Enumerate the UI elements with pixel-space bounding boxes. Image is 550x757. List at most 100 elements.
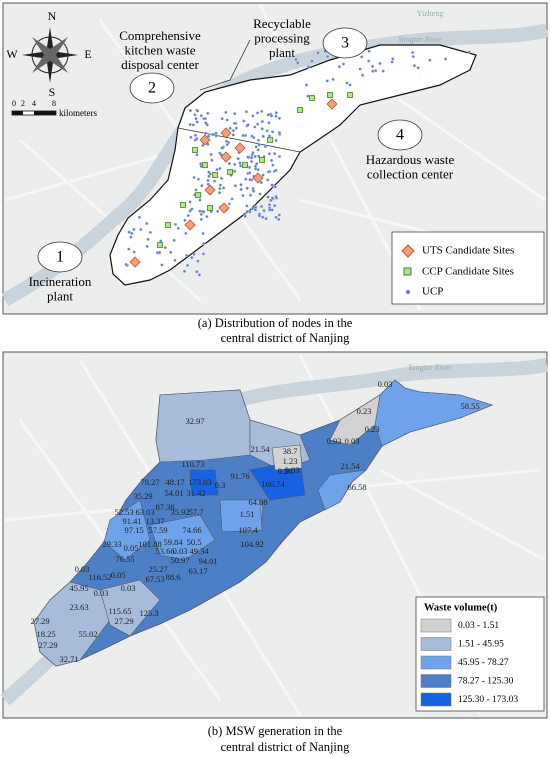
ucp-point	[197, 273, 201, 277]
ucp-point	[253, 208, 257, 212]
ucp-point	[257, 143, 261, 147]
district-boundary	[199, 39, 251, 91]
ucp-point	[225, 143, 229, 147]
uts-site	[218, 202, 230, 214]
ucp-point	[250, 159, 254, 164]
ucp-point	[127, 230, 131, 234]
ucp-point	[262, 209, 266, 213]
ucp-point	[211, 132, 215, 137]
ccp-site	[207, 205, 213, 211]
district-value: 166.74	[261, 479, 285, 489]
district-value: 110.73	[181, 459, 204, 469]
ccp-site	[195, 192, 201, 198]
ucp-point	[189, 135, 193, 139]
uts-site	[129, 256, 141, 268]
facility-label: plant	[269, 45, 295, 60]
ucp-point	[316, 51, 320, 55]
ucp-point	[218, 191, 222, 195]
ucp-point	[271, 130, 275, 134]
facility-marker	[129, 72, 175, 104]
legend-uts	[401, 244, 415, 258]
district	[103, 499, 151, 561]
uts-site	[184, 219, 196, 231]
district-value: 0.03	[121, 583, 136, 593]
ucp-point	[198, 198, 202, 202]
district-value: 25.27	[148, 564, 167, 574]
ucp-point	[253, 154, 257, 159]
ucp-point	[277, 217, 281, 221]
ucp-point	[337, 65, 341, 69]
ucp-point	[186, 214, 190, 218]
district	[219, 499, 263, 533]
ucp-point	[236, 157, 240, 161]
ucp-point	[188, 122, 192, 127]
ucp-point	[172, 238, 176, 242]
uts-site	[234, 142, 246, 154]
ucp-point	[241, 193, 245, 198]
ucp-point	[267, 203, 272, 207]
ucp-point	[266, 170, 271, 174]
ucp-point	[220, 117, 224, 121]
scale-label: 8	[52, 99, 56, 108]
legend-label: 0.03 - 1.51	[458, 621, 499, 631]
ucp-point	[130, 231, 134, 235]
district-value: 64.08	[248, 497, 267, 507]
ucp-point	[248, 178, 252, 182]
ucp-point	[194, 188, 198, 192]
ucp-point	[371, 64, 375, 68]
district-value: 0.93	[327, 436, 342, 446]
basemap-label: Yangtze River	[408, 363, 453, 372]
caption: (b) MSW generation in the	[208, 724, 343, 738]
ucp-point	[224, 110, 228, 114]
compass-point	[32, 37, 54, 59]
ucp-point	[201, 252, 206, 256]
ucp-point	[198, 209, 202, 213]
ccp-site	[309, 95, 315, 101]
scale-bar	[12, 111, 23, 115]
district-value: 91.41	[122, 516, 141, 526]
ucp-point	[257, 154, 261, 158]
legend-swatch	[420, 655, 452, 670]
ucp-point	[260, 109, 264, 113]
district-value: 91.76	[230, 471, 249, 481]
ucp-point	[267, 134, 271, 138]
district-value: 55.02	[78, 629, 97, 639]
district-value: 63.17	[188, 566, 207, 576]
ucp-point	[209, 152, 213, 157]
ucp-point	[267, 121, 271, 125]
district-value: 101.88	[138, 539, 161, 549]
ucp-point	[270, 196, 274, 200]
ucp-point	[261, 215, 265, 219]
district-value: 52.53	[114, 507, 133, 517]
district-value: 49.34	[189, 546, 209, 556]
ucp-point	[254, 145, 258, 149]
ucp-point	[137, 215, 142, 219]
ucp-point	[266, 195, 270, 199]
district-value: 48.17	[165, 477, 184, 487]
scale-bar	[34, 111, 56, 115]
district-value: 31.42	[186, 488, 205, 498]
ucp-point	[160, 263, 164, 267]
ucp-point	[260, 127, 264, 131]
ccp-site	[202, 162, 208, 168]
legend-swatch	[420, 637, 452, 651]
district-value: 67.53	[145, 574, 164, 584]
legend-title: Waste volume(t)	[424, 602, 498, 613]
ucp-point	[367, 59, 371, 63]
ucp-point	[199, 162, 203, 166]
ucp-point	[139, 227, 143, 232]
ucp-point	[146, 237, 150, 241]
district-value: 0.03	[378, 379, 393, 389]
facility-marker	[322, 27, 368, 59]
ucp-point	[220, 146, 224, 150]
road	[379, 468, 546, 562]
ucp-point	[412, 64, 416, 68]
compass-label: S	[49, 85, 56, 99]
ucp-point	[200, 184, 204, 188]
ucp-point	[358, 67, 362, 71]
ucp-point	[249, 193, 253, 197]
ucp-point	[227, 202, 231, 206]
district-value: 78.27	[140, 477, 159, 487]
ucp-point	[124, 262, 128, 267]
ucp-point	[254, 205, 258, 209]
